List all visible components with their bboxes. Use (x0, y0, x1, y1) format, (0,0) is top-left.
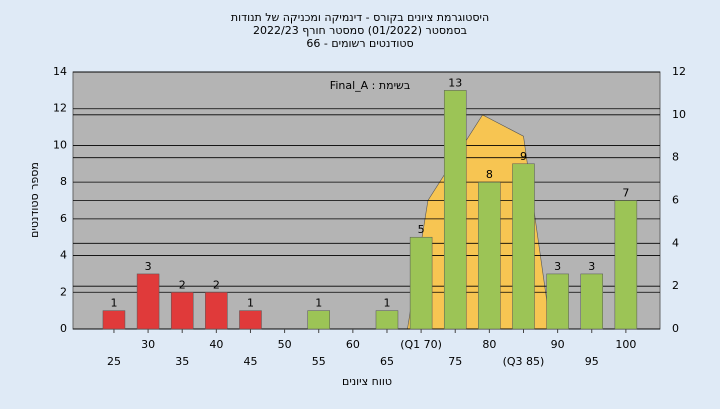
bar (580, 273, 603, 330)
data-label: 1 (110, 297, 117, 310)
x-tick-label: 75 (448, 355, 462, 368)
x-tick-label: 40 (209, 338, 223, 351)
x-tick-label: 50 (278, 338, 292, 351)
x-tick-label: 65 (380, 355, 394, 368)
x-tick-label: 25 (107, 355, 121, 368)
y2-tick-label: 2 (672, 279, 679, 292)
y-tick-label: 10 (53, 138, 67, 151)
x-tick-label: 45 (243, 355, 257, 368)
chart-subtitle: בסמסטר (01/2022) סמסטר חורף 2022/23 (253, 24, 467, 37)
bar (136, 273, 160, 330)
annotation: Final_A : בשימת (330, 79, 410, 92)
bar (170, 292, 194, 330)
y2-tick-label: 4 (672, 236, 679, 249)
data-label: 7 (622, 187, 629, 200)
y-tick-label: 6 (60, 212, 67, 225)
chart-subtitle: סטודנטים רשומים - 66 (306, 37, 413, 50)
x-tick-label: 55 (312, 355, 326, 368)
data-label: 9 (520, 150, 527, 163)
y2-tick-label: 10 (672, 108, 686, 121)
y-tick-label: 0 (60, 322, 67, 335)
x-tick-label: 60 (346, 338, 360, 351)
bar (512, 163, 535, 330)
bar (478, 181, 501, 330)
data-label: 2 (179, 278, 186, 291)
data-label: 3 (145, 260, 152, 273)
bar (102, 310, 126, 330)
data-label: 13 (448, 76, 462, 89)
data-label: 3 (554, 260, 561, 273)
bar (443, 90, 467, 330)
x-tick-label: 95 (585, 355, 599, 368)
x-tick-label: 100 (615, 338, 636, 351)
bar (375, 310, 399, 330)
data-label: 3 (588, 260, 595, 273)
data-label: 1 (247, 297, 254, 310)
data-label: 5 (418, 223, 425, 236)
x-tick-label: 80 (482, 338, 496, 351)
y-tick-label: 14 (53, 65, 67, 78)
x-tick-label: (Q3 85) (503, 355, 545, 368)
y2-tick-label: 12 (672, 65, 686, 78)
y2-tick-label: 0 (672, 322, 679, 335)
y-axis-label: מספר סטודנטים (28, 162, 41, 238)
data-label: 2 (213, 278, 220, 291)
bar (307, 310, 330, 330)
y2-tick-label: 6 (672, 194, 679, 207)
data-label: 1 (315, 297, 322, 310)
x-tick-label: 90 (551, 338, 565, 351)
x-tick-label: (Q1 70) (400, 338, 442, 351)
data-label: 8 (486, 168, 493, 181)
bar (239, 310, 262, 330)
y-tick-label: 12 (53, 102, 67, 115)
bar (546, 273, 569, 330)
x-tick-label: 35 (175, 355, 189, 368)
x-axis-label: טווח ציונים (342, 375, 392, 388)
data-label: 1 (383, 297, 390, 310)
y-tick-label: 2 (60, 285, 67, 298)
x-tick-label: 30 (141, 338, 155, 351)
bar (205, 292, 228, 330)
bar (409, 236, 433, 330)
y-tick-label: 4 (60, 249, 67, 262)
bar (614, 200, 638, 330)
y2-tick-label: 8 (672, 151, 679, 164)
y-tick-label: 8 (60, 175, 67, 188)
chart-title: היסטוגרמת ציונים בקורס - דינמיקה ומכניקה… (231, 11, 489, 24)
